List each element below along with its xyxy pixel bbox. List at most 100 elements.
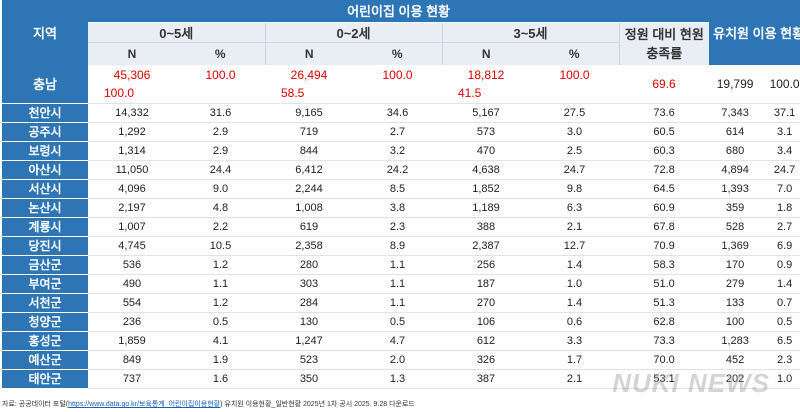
cell-ratio: 67.8 — [619, 217, 710, 237]
cell-ratio: 70.9 — [619, 236, 710, 256]
cell-kp: 2.3 — [761, 350, 800, 370]
table-row: 청양군 236 0.5 130 0.5 106 0.6 62.8 100 0.5 — [2, 312, 800, 332]
cell-n05: 1,292 — [88, 122, 176, 142]
cell-n35: 1,852 — [442, 179, 530, 199]
cell-p35: 1.4 — [530, 255, 619, 275]
cell-kp: 3.1 — [761, 122, 800, 142]
cell-p02: 1.1 — [353, 274, 442, 294]
cell-p02: 2.3 — [353, 217, 442, 237]
cell-kp: 24.7 — [761, 160, 800, 180]
table-row: 홍성군 1,859 4.1 1,247 4.7 612 3.3 73.3 1,283 6.5 — [2, 331, 800, 351]
pct-header: % — [353, 42, 442, 65]
region-label: 천안시 — [2, 103, 88, 123]
cell-n35: 388 — [442, 217, 530, 237]
region-label: 예산군 — [2, 350, 88, 370]
cell-p02: 1.3 — [353, 369, 442, 389]
cell-n02: 2,358 — [265, 236, 353, 256]
pct-header: % — [530, 42, 619, 65]
cell-p05: 24.4 — [176, 160, 265, 180]
cell-p05: 2.2 — [176, 217, 265, 237]
cell-p02: 2.0 — [353, 350, 442, 370]
cell-p35: 12.7 — [530, 236, 619, 256]
total-share-0-2: 58.5 — [265, 84, 442, 104]
cell-kp: 0.9 — [761, 255, 800, 275]
cell-p35: 2.5 — [530, 141, 619, 161]
cell-ratio: 60.3 — [619, 141, 710, 161]
total-n-0-5: 45,306 — [113, 67, 151, 82]
cell-kn: 359 — [709, 198, 762, 218]
cell-kn: 680 — [709, 141, 762, 161]
total-pct-3-5: 100.0 — [559, 67, 590, 82]
cell-ratio: 53.1 — [619, 369, 710, 389]
total-pct-0-2: 100.0 — [382, 67, 413, 82]
cell-n35: 256 — [442, 255, 530, 275]
cell-p05: 0.5 — [176, 312, 265, 332]
cell-n02: 130 — [265, 312, 353, 332]
cell-ratio: 62.8 — [619, 312, 710, 332]
cell-n05: 737 — [88, 369, 176, 389]
cell-n35: 106 — [442, 312, 530, 332]
cell-n05: 490 — [88, 274, 176, 294]
table-row: 계룡시 1,007 2.2 619 2.3 388 2.1 67.8 528 2.7 — [2, 217, 800, 237]
cell-p02: 3.8 — [353, 198, 442, 218]
cell-n05: 1,007 — [88, 217, 176, 237]
cell-n05: 14,332 — [88, 103, 176, 123]
cell-kp: 37.1 — [761, 103, 800, 123]
cell-n02: 619 — [265, 217, 353, 237]
cell-n35: 5,167 — [442, 103, 530, 123]
region-label: 공주시 — [2, 122, 88, 142]
cell-n05: 1,314 — [88, 141, 176, 161]
cell-p05: 2.9 — [176, 141, 265, 161]
table-row: 아산시 11,050 24.4 6,412 24.2 4,638 24.7 72.8 4,894… — [2, 160, 800, 180]
cell-p05: 4.1 — [176, 331, 265, 351]
cell-n35: 2,387 — [442, 236, 530, 256]
cell-p02: 8.5 — [353, 179, 442, 199]
cell-kn: 1,283 — [709, 331, 762, 351]
cell-kp: 0.7 — [761, 293, 800, 313]
cell-n35: 470 — [442, 141, 530, 161]
fill-ratio-header-line1: 정원 대비 현원 — [624, 26, 704, 42]
cell-n35: 270 — [442, 293, 530, 313]
n-header: N — [88, 42, 176, 65]
cell-n05: 1,859 — [88, 331, 176, 351]
cell-kn: 133 — [709, 293, 762, 313]
cell-p05: 1.9 — [176, 350, 265, 370]
cell-n05: 236 — [88, 312, 176, 332]
cell-p35: 3.0 — [530, 122, 619, 142]
cell-p02: 4.7 — [353, 331, 442, 351]
table-row: 예산군 849 1.9 523 2.0 326 1.7 70.0 452 2.3 — [2, 350, 800, 370]
daycare-usage-table: 지역 어린이집 이용 현황 유치원 이용 현황 0~5세 0~2세 3~5세 정… — [2, 0, 800, 389]
region-label: 계룡시 — [2, 217, 88, 237]
region-label: 홍성군 — [2, 331, 88, 351]
source-link[interactable]: https://www.data.go.kr/보육통계_어린이집이용현황 — [68, 401, 221, 408]
cell-n02: 284 — [265, 293, 353, 313]
cell-p35: 1.4 — [530, 293, 619, 313]
cell-kn: 170 — [709, 255, 762, 275]
age-0-2-header: 0~2세 — [264, 22, 442, 43]
source-footer: 자료: 공공데이터 포털(https://www.data.go.kr/보육통계… — [2, 397, 798, 412]
cell-kn: 1,369 — [709, 236, 762, 256]
cell-n05: 2,197 — [88, 198, 176, 218]
cell-n35: 4,638 — [442, 160, 530, 180]
cell-p02: 8.9 — [353, 236, 442, 256]
cell-kn: 452 — [709, 350, 762, 370]
cell-p05: 10.5 — [176, 236, 265, 256]
cell-p05: 1.1 — [176, 274, 265, 294]
cell-n02: 844 — [265, 141, 353, 161]
n-header: N — [441, 42, 530, 65]
cell-kn: 202 — [709, 369, 762, 389]
daycare-group-header: 어린이집 이용 현황 — [88, 0, 710, 23]
cell-kn: 7,343 — [709, 103, 762, 123]
cell-p02: 3.2 — [353, 141, 442, 161]
total-n-0-2: 26,494 — [290, 67, 328, 82]
cell-n05: 11,050 — [88, 160, 176, 180]
cell-kn: 528 — [709, 217, 762, 237]
cell-n35: 573 — [442, 122, 530, 142]
table-row: 금산군 536 1.2 280 1.1 256 1.4 58.3 170 0.9 — [2, 255, 800, 275]
cell-p02: 24.2 — [353, 160, 442, 180]
cell-p35: 27.5 — [530, 103, 619, 123]
cell-p05: 1.2 — [176, 293, 265, 313]
cell-kp: 6.9 — [761, 236, 800, 256]
pct-header: % — [176, 42, 265, 65]
cell-p35: 3.3 — [530, 331, 619, 351]
